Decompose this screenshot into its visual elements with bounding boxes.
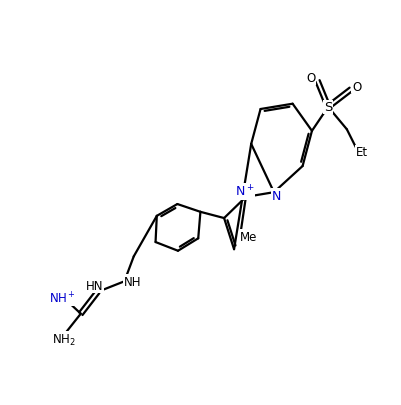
Text: NH$^+$: NH$^+$ <box>49 290 75 305</box>
Text: Et: Et <box>355 146 367 159</box>
Text: NH$_2$: NH$_2$ <box>52 332 75 347</box>
Text: N$^+$: N$^+$ <box>234 184 253 199</box>
Text: Me: Me <box>239 230 257 243</box>
Text: O: O <box>305 72 314 85</box>
Text: S: S <box>323 101 332 114</box>
Text: HN: HN <box>86 279 103 292</box>
Text: O: O <box>351 81 360 94</box>
Text: NH: NH <box>123 275 141 288</box>
Text: N: N <box>271 190 280 202</box>
